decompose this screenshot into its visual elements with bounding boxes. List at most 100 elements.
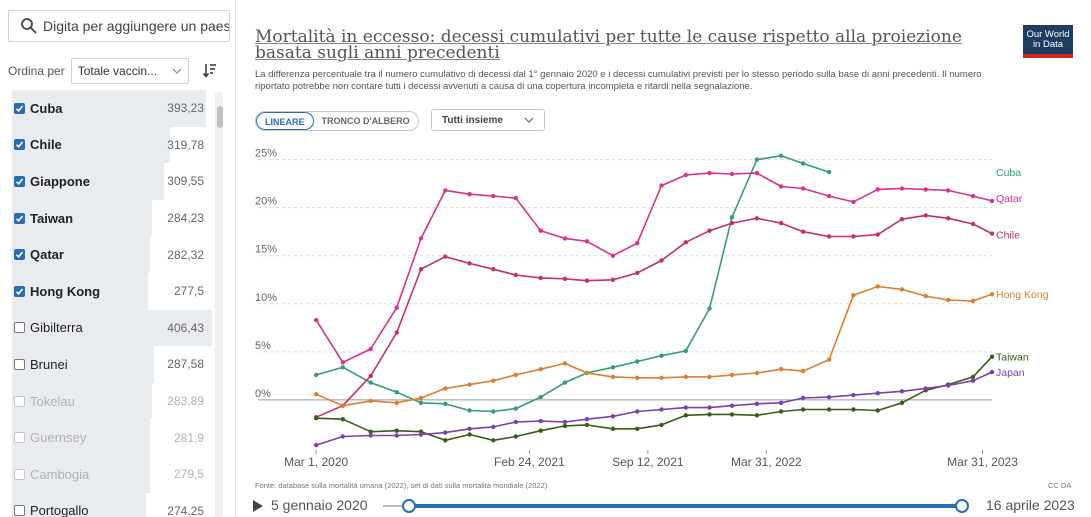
sort-direction-icon[interactable] <box>202 63 217 79</box>
entity-name: Guernsey <box>30 430 87 446</box>
series-point <box>970 378 976 383</box>
entity-checkbox[interactable] <box>14 505 25 517</box>
series-point <box>635 270 640 276</box>
license-link[interactable]: CC DA <box>1048 481 1072 490</box>
entity-value-bar <box>12 199 152 237</box>
group-select[interactable]: Tutti insieme <box>431 109 545 131</box>
entity-name: Portogallo <box>30 503 89 517</box>
timeline-track[interactable] <box>409 504 962 508</box>
series-point <box>394 390 399 395</box>
series-point <box>610 253 616 258</box>
entity-row[interactable]: Gibilterra 406,43 <box>12 309 212 347</box>
entity-checkbox[interactable] <box>14 358 25 370</box>
entity-checkbox[interactable] <box>14 212 25 224</box>
entity-row[interactable]: Cuba 393,23 <box>12 90 212 127</box>
series-point <box>899 287 905 292</box>
sort-select-value: Totale vaccin... <box>77 64 158 78</box>
entity-checkbox[interactable] <box>14 468 25 480</box>
entity-checkbox[interactable] <box>14 102 25 114</box>
series-point <box>800 395 806 401</box>
series-point <box>538 367 543 372</box>
timeline-start-handle[interactable] <box>402 499 416 513</box>
series-point <box>970 221 976 227</box>
scrollbar-thumb[interactable] <box>217 106 223 128</box>
series-point <box>538 418 543 424</box>
timeline-end-handle[interactable] <box>955 499 969 513</box>
entity-checkbox[interactable] <box>14 175 25 187</box>
series-point <box>635 359 640 364</box>
entity-row[interactable]: Taiwan 284,23 <box>12 199 212 237</box>
series-point <box>418 267 424 272</box>
sources-note[interactable]: Fonte: database sulla mortalità umana (2… <box>255 481 548 490</box>
series-point <box>562 236 568 241</box>
timeline-track-inactive[interactable] <box>383 505 409 507</box>
entity-row[interactable]: Qatar 282,32 <box>12 236 212 273</box>
series-point <box>443 254 448 259</box>
entity-row[interactable]: Portogallo 274,25 <box>12 492 212 517</box>
entity-checkbox[interactable] <box>14 395 25 407</box>
entity-checkbox[interactable] <box>14 432 25 444</box>
series-point <box>989 198 995 204</box>
entity-row[interactable]: Tokelau 283,89 <box>12 382 212 420</box>
series-point <box>443 430 448 435</box>
scale-linear-button[interactable]: LINEARE <box>256 112 314 130</box>
entity-checkbox[interactable] <box>14 139 25 151</box>
series-point <box>970 193 976 199</box>
series-point <box>923 187 928 192</box>
series-point <box>562 361 568 366</box>
series-point <box>875 232 880 237</box>
series-point <box>314 372 319 378</box>
series-line <box>315 172 993 364</box>
entity-name: Tokelau <box>30 393 75 409</box>
scale-log-button[interactable]: TRONCO D'ALBERO <box>321 116 410 126</box>
scrollbar[interactable] <box>215 92 223 517</box>
series-point <box>584 417 590 422</box>
series-point <box>368 433 373 438</box>
sort-select[interactable]: Totale vaccin... <box>70 58 189 84</box>
entity-row[interactable]: Brunei 287,58 <box>12 346 212 383</box>
series-point <box>538 428 543 433</box>
series-point <box>754 157 760 162</box>
play-icon[interactable] <box>252 500 264 512</box>
entity-checkbox[interactable] <box>14 285 25 297</box>
series-point <box>562 380 568 385</box>
y-tick-label: 25% <box>255 148 277 160</box>
series-point <box>394 433 399 438</box>
series-point <box>707 405 712 410</box>
series-point <box>610 374 616 380</box>
series-point <box>946 188 951 193</box>
series-point <box>989 369 995 375</box>
entity-value: 282,32 <box>167 247 204 262</box>
series-point <box>491 438 496 443</box>
series-point <box>923 293 928 299</box>
entity-value: 279,5 <box>173 467 204 482</box>
series-point <box>683 374 688 380</box>
entity-row[interactable]: Hong Kong 277,5 <box>12 272 212 310</box>
chart-title[interactable]: Mortalità in eccesso: decessi cumulativi… <box>255 27 962 63</box>
y-tick-label: 10% <box>255 292 277 304</box>
owid-logo[interactable]: Our World in Data <box>1023 25 1073 58</box>
entity-row[interactable]: Guernsey 281,9 <box>12 419 212 456</box>
series-point <box>368 346 373 352</box>
chart-subtitle: La differenza percentuale tra il numero … <box>255 69 982 92</box>
entity-row[interactable]: Giappone 309,55 <box>12 163 212 200</box>
y-tick-label: 20% <box>255 196 277 208</box>
entity-checkbox[interactable] <box>14 249 25 261</box>
entity-value: 274,25 <box>167 503 204 517</box>
search-input[interactable] <box>43 18 229 34</box>
logo-line-2: in Data <box>1032 39 1064 50</box>
entity-checkbox[interactable] <box>14 322 25 334</box>
series-point <box>394 400 399 405</box>
series-point <box>778 184 784 189</box>
entity-row[interactable]: Cambogia 279,5 <box>12 455 212 493</box>
x-tick-label: Mar 31, 2023 <box>947 455 1018 469</box>
entity-value-bar <box>12 419 150 456</box>
series-point <box>368 373 373 379</box>
series-point <box>538 228 543 233</box>
entity-row[interactable]: Chile 319,78 <box>12 126 212 164</box>
entity-value-bar <box>12 126 170 164</box>
entity-name: Chile <box>30 137 62 153</box>
series-point <box>800 161 806 166</box>
x-tick-label: Mar 1, 2020 <box>284 455 348 469</box>
search-box[interactable] <box>8 10 230 42</box>
